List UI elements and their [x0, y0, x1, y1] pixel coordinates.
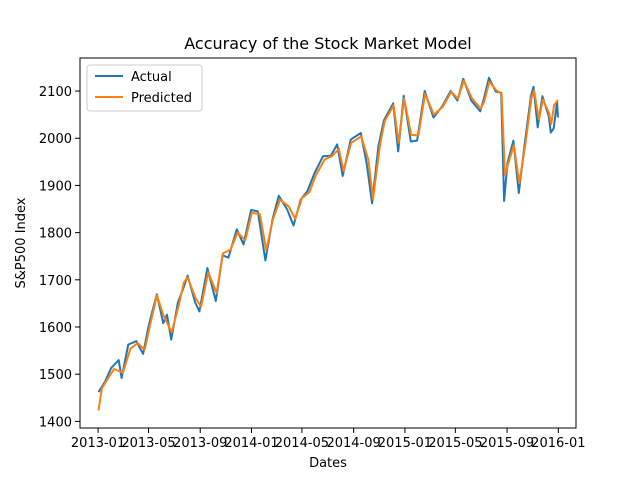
x-axis: 2013-012013-052013-092014-012014-052014-… — [71, 428, 586, 451]
x-axis-label: Dates — [309, 456, 347, 471]
y-tick-label: 1600 — [39, 321, 72, 336]
x-tick-label: 2015-09 — [480, 436, 534, 451]
x-tick-label: 2013-09 — [173, 436, 227, 451]
y-axis-label: S&P500 Index — [14, 197, 29, 288]
series-line-predicted — [97, 79, 559, 411]
x-tick-label: 2014-09 — [326, 436, 380, 451]
x-tick-label: 2014-01 — [224, 436, 278, 451]
x-tick-label: 2014-05 — [275, 436, 329, 451]
legend-label-actual: Actual — [131, 70, 172, 85]
axes-frame — [79, 57, 577, 429]
x-tick-label: 2015-01 — [378, 436, 432, 451]
x-tick-label: 2016-01 — [531, 436, 585, 451]
x-tick-label: 2015-05 — [428, 436, 482, 451]
y-axis: 1400 1500 1600 1700 1800 1900 2000 2100 — [39, 85, 80, 430]
chart-title: Accuracy of the Stock Market Model — [184, 34, 471, 53]
y-tick-label: 1900 — [39, 179, 72, 194]
legend: Actual Predicted — [86, 64, 203, 112]
plot-area — [97, 76, 559, 411]
legend-label-predicted: Predicted — [131, 91, 192, 106]
y-tick-label: 1700 — [39, 274, 72, 289]
x-tick-label: 2013-05 — [121, 436, 175, 451]
y-tick-label: 2100 — [39, 85, 72, 100]
y-tick-label: 1500 — [39, 368, 72, 383]
y-tick-label: 1800 — [39, 227, 72, 242]
y-tick-label: 2000 — [39, 132, 72, 147]
y-tick-label: 1400 — [39, 415, 72, 430]
x-tick-label: 2013-01 — [71, 436, 125, 451]
